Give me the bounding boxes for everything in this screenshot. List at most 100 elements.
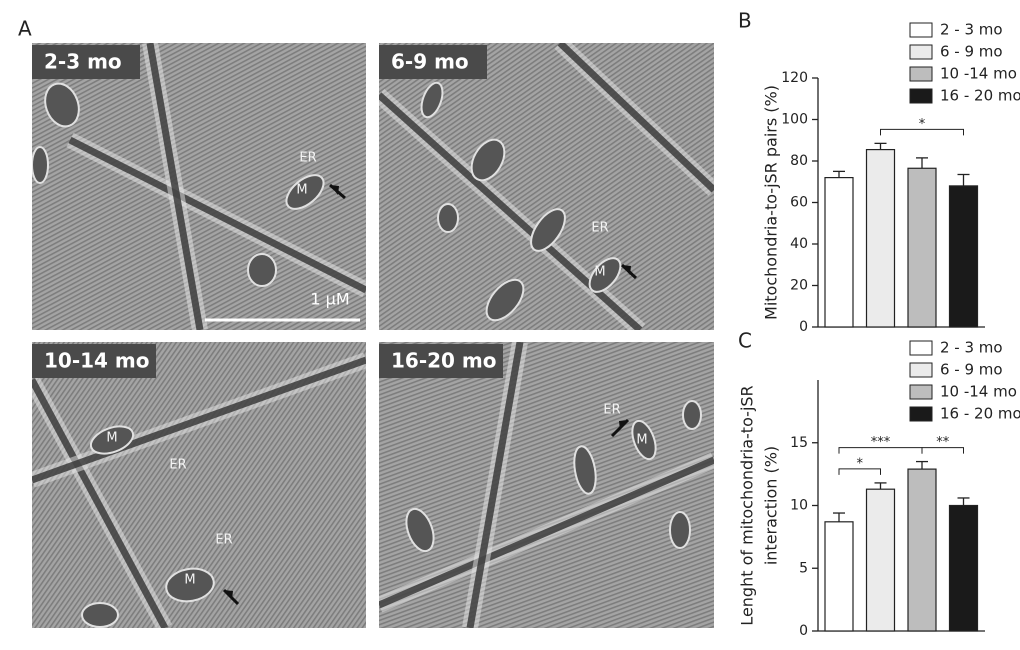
y-tick-label: 15 xyxy=(790,435,808,451)
panel-label: C xyxy=(738,329,752,353)
micrograph: 2-3 mo ER M xyxy=(32,43,366,330)
y-tick-label: 0 xyxy=(799,623,808,639)
mitochondrion xyxy=(573,445,597,495)
mitochondrion xyxy=(470,138,506,182)
label-box xyxy=(379,344,503,378)
panel-label: A xyxy=(18,17,32,41)
mitochondrion xyxy=(89,425,135,455)
arrow-head xyxy=(330,185,339,195)
label-box xyxy=(32,45,140,79)
micrograph: 16-20 mo ER M xyxy=(379,342,714,628)
mitochondrion xyxy=(588,257,622,293)
mitochondrion xyxy=(32,146,49,184)
mitochondrion xyxy=(81,602,119,628)
arrow-head xyxy=(619,420,628,430)
mitochondrion xyxy=(437,203,459,233)
z-band xyxy=(557,43,714,193)
legend-swatch xyxy=(909,22,933,38)
legend-swatch xyxy=(909,340,933,356)
mitochondrion xyxy=(44,82,80,128)
mitochondrion xyxy=(682,400,702,430)
y-tick-label: 20 xyxy=(790,278,808,294)
y-tick-label: 5 xyxy=(799,560,808,576)
mitochondrion xyxy=(631,419,657,461)
legend-label: 10 -14 mo xyxy=(940,65,1017,83)
y-axis-label: interaction (%) xyxy=(762,446,781,565)
mitochondrion xyxy=(247,253,277,287)
y-tick-label: 120 xyxy=(781,70,808,86)
legend-label: 16 - 20 mo xyxy=(940,405,1020,423)
significance-label: ** xyxy=(936,435,950,450)
error-bar xyxy=(957,173,970,186)
legend-label: 16 - 20 mo xyxy=(940,87,1020,105)
mitochondrion xyxy=(530,208,566,252)
mitochondrion xyxy=(485,278,525,322)
y-tick-label: 10 xyxy=(790,498,808,514)
panel-label: B xyxy=(738,9,752,33)
error-bar xyxy=(874,482,887,490)
y-tick-label: 0 xyxy=(799,319,808,335)
legend-swatch xyxy=(909,384,933,400)
structure-label: M xyxy=(106,431,117,446)
legend-swatch xyxy=(909,362,933,378)
legend-swatch xyxy=(909,66,933,82)
legend-swatch xyxy=(909,406,933,422)
significance-bracket xyxy=(838,468,881,475)
legend-label: 6 - 9 mo xyxy=(940,361,1003,379)
structure-label: ER xyxy=(215,533,232,548)
legend-label: 2 - 3 mo xyxy=(940,21,1003,39)
bar xyxy=(948,504,979,632)
structure-label: M xyxy=(636,433,647,448)
structure-label: ER xyxy=(591,221,608,236)
legend-label: 10 -14 mo xyxy=(940,383,1017,401)
legend-swatch xyxy=(909,44,933,60)
bar xyxy=(824,521,854,632)
error-bar xyxy=(916,460,928,470)
micrograph: 10-14 mo M ER ER M xyxy=(32,342,366,628)
z-band xyxy=(379,456,714,609)
error-bar xyxy=(874,142,887,150)
structure-label: ER xyxy=(603,403,620,418)
legend-label: 2 - 3 mo xyxy=(940,339,1003,357)
y-tick-label: 40 xyxy=(790,236,808,252)
legend-swatch xyxy=(909,88,933,104)
micrograph-label: 6-9 mo xyxy=(391,50,469,74)
legend-label: 6 - 9 mo xyxy=(940,43,1003,61)
z-band xyxy=(32,356,366,484)
scale-label: 1 μM xyxy=(310,290,349,309)
y-axis-label: Lenght of mitochondria-to-jSR xyxy=(738,385,757,625)
label-box xyxy=(32,344,156,378)
z-band xyxy=(466,342,524,628)
y-axis-label: Mitochondria-to-jSR pairs (%) xyxy=(762,85,781,320)
y-tick-label: 100 xyxy=(781,112,808,128)
significance-label: *** xyxy=(871,435,891,450)
bar xyxy=(865,148,896,328)
error-bar xyxy=(833,170,845,178)
arrow-head xyxy=(224,590,233,600)
structure-label: M xyxy=(184,573,195,588)
bar xyxy=(907,167,937,328)
bar xyxy=(824,177,854,328)
significance-label: * xyxy=(857,456,864,471)
structure-label: M xyxy=(296,183,307,198)
mitochondrion xyxy=(405,507,435,553)
structure-label: M xyxy=(594,265,605,280)
error-bar xyxy=(916,157,928,169)
bar xyxy=(865,488,896,632)
arrow-head xyxy=(622,265,631,275)
label-box xyxy=(379,45,487,79)
mitochondrion xyxy=(669,511,691,549)
error-bar xyxy=(833,512,845,522)
micrograph-label: 16-20 mo xyxy=(391,349,497,373)
micrograph: 6-9 mo ER M xyxy=(379,43,714,330)
y-tick-label: 80 xyxy=(790,153,808,169)
structure-label: ER xyxy=(169,458,186,473)
z-band xyxy=(146,43,204,330)
y-tick-label: 60 xyxy=(790,195,808,211)
z-band xyxy=(32,378,169,628)
bar xyxy=(948,185,979,328)
significance-bracket xyxy=(880,128,964,136)
significance-bracket xyxy=(921,447,964,454)
mitochondrion xyxy=(420,81,444,119)
